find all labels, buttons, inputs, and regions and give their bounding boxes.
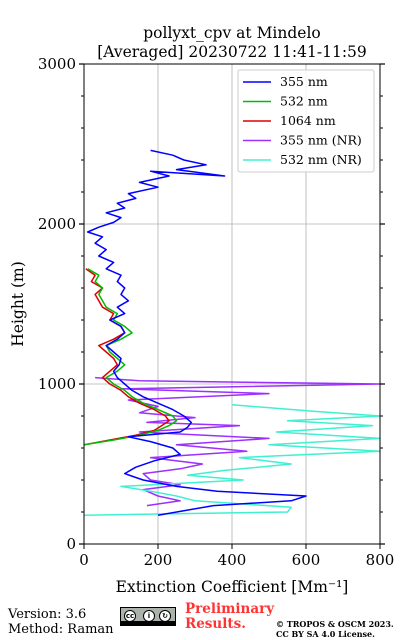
copyright-line-2: CC BY SA 4.0 License. bbox=[276, 629, 375, 639]
legend-label: 355 nm (NR) bbox=[280, 133, 362, 148]
series-line bbox=[95, 376, 381, 507]
preliminary-label: Preliminary Results. bbox=[185, 601, 275, 632]
copyright-line-1: © TROPOS & OSCM 2023. bbox=[276, 619, 394, 629]
x-tick-label: 600 bbox=[292, 551, 321, 569]
method-text: Method: Raman bbox=[8, 622, 114, 637]
series-line bbox=[83, 268, 178, 446]
series-line bbox=[86, 149, 307, 516]
chart: pollyxt_cpv at Mindelo [Averaged] 202307… bbox=[9, 24, 395, 596]
version-text: Version: 3.6 bbox=[8, 607, 87, 622]
y-axis-label: Height (m) bbox=[9, 261, 27, 347]
x-tick-label: 400 bbox=[218, 551, 247, 569]
legend-label: 532 nm bbox=[280, 94, 328, 109]
x-axis-label: Extinction Coefficient [Mm⁻¹] bbox=[116, 578, 349, 596]
y-tick-label: 1000 bbox=[38, 375, 76, 393]
y-tick-label: 2000 bbox=[38, 215, 76, 233]
x-tick-label: 0 bbox=[79, 551, 89, 569]
series-group bbox=[83, 149, 381, 516]
series-line bbox=[83, 268, 170, 446]
y-tick-label: 0 bbox=[66, 535, 76, 553]
x-tick-label: 200 bbox=[144, 551, 173, 569]
legend-label: 532 nm (NR) bbox=[280, 152, 362, 167]
copyright-text: © TROPOS & OSCM 2023. CC BY SA 4.0 Licen… bbox=[276, 619, 394, 639]
x-tick-label: 800 bbox=[366, 551, 395, 569]
legend-box bbox=[237, 69, 375, 173]
legend: 355 nm 532 nm 1064 nm 355 nm (NR) 532 nm (NR… bbox=[237, 69, 375, 173]
ticks-group: 0 200 400 600 800 0 1000 2000 3000 bbox=[38, 55, 395, 569]
chart-title: pollyxt_cpv at Mindelo bbox=[143, 24, 321, 42]
cc-license-icon: cc i ↻ bbox=[120, 607, 176, 626]
legend-label: 355 nm bbox=[280, 74, 328, 89]
chart-subtitle: [Averaged] 20230722 11:41-11:59 bbox=[97, 43, 367, 61]
series-line bbox=[83, 404, 381, 516]
legend-label: 1064 nm bbox=[280, 113, 336, 128]
y-tick-label: 3000 bbox=[38, 55, 76, 73]
